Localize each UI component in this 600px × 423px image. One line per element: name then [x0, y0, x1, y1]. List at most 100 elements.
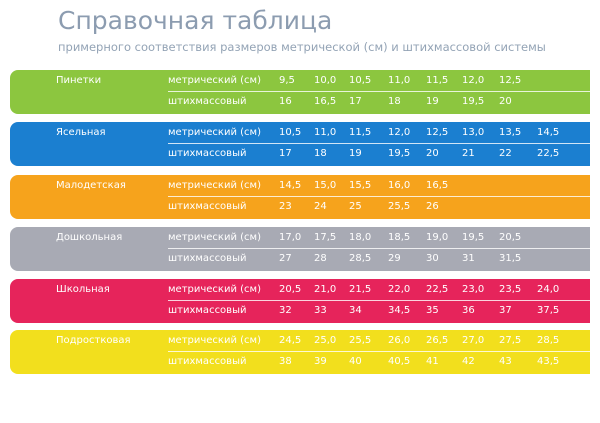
- size-value: 18: [388, 96, 401, 107]
- row-label: штихмассовый: [168, 148, 247, 159]
- size-value: 26,5: [426, 335, 449, 346]
- size-value: 33: [314, 305, 327, 316]
- size-value: 23,0: [462, 284, 485, 295]
- size-value: 43: [499, 356, 512, 367]
- group-band: Дошкольная метрический (см) 17,0 17,5 18,0 18…: [10, 227, 590, 271]
- size-value: 10,5: [279, 127, 302, 138]
- size-value: 31: [462, 253, 475, 264]
- group-band: Малодетская метрический (см) 14,5 15,0 15,5 1…: [10, 175, 590, 219]
- size-value: 37,5: [537, 305, 560, 316]
- size-value: 17,5: [314, 232, 337, 243]
- size-value: 39: [314, 356, 327, 367]
- size-value: 31,5: [499, 253, 522, 264]
- size-value: 38: [279, 356, 292, 367]
- size-value: 36: [462, 305, 475, 316]
- row-separator: [168, 300, 590, 301]
- row-label: штихмассовый: [168, 96, 247, 107]
- subtitle: примерного соответствия размеров метриче…: [58, 40, 546, 54]
- size-value: 24,0: [537, 284, 560, 295]
- size-value: 9,5: [279, 75, 295, 86]
- size-value: 34: [349, 305, 362, 316]
- row-label: метрический (см): [168, 127, 261, 138]
- group-band: Подростковая метрический (см) 24,5 25,0 25,5…: [10, 330, 590, 374]
- row-separator: [168, 351, 590, 352]
- size-value: 19,5: [388, 148, 411, 159]
- row-label: метрический (см): [168, 284, 261, 295]
- size-value: 25,5: [388, 201, 411, 212]
- group-name: Дошкольная: [56, 232, 123, 243]
- size-value: 40,5: [388, 356, 411, 367]
- size-value: 27: [279, 253, 292, 264]
- size-value: 19,5: [462, 232, 485, 243]
- size-value: 11,5: [426, 75, 449, 86]
- group-band: Ясельная метрический (см) 10,5 11,0 11,5 12,0…: [10, 122, 590, 166]
- size-value: 41: [426, 356, 439, 367]
- group-name: Ясельная: [56, 127, 106, 138]
- row-separator: [168, 91, 590, 92]
- size-value: 15,5: [349, 180, 372, 191]
- size-value: 14,5: [279, 180, 302, 191]
- row-label: метрический (см): [168, 335, 261, 346]
- size-value: 21,5: [349, 284, 372, 295]
- size-value: 25,0: [314, 335, 337, 346]
- size-value: 17: [349, 96, 362, 107]
- size-value: 20: [426, 148, 439, 159]
- row-label: метрический (см): [168, 232, 261, 243]
- size-value: 40: [349, 356, 362, 367]
- size-value: 12,0: [462, 75, 485, 86]
- group-name: Школьная: [56, 284, 110, 295]
- size-value: 35: [426, 305, 439, 316]
- size-value: 21: [462, 148, 475, 159]
- size-value: 16,0: [388, 180, 411, 191]
- group-name: Подростковая: [56, 335, 131, 346]
- size-value: 18,5: [388, 232, 411, 243]
- size-value: 17,0: [279, 232, 302, 243]
- size-value: 13,0: [462, 127, 485, 138]
- size-value: 12,5: [499, 75, 522, 86]
- size-value: 15,0: [314, 180, 337, 191]
- row-label: метрический (см): [168, 180, 261, 191]
- size-value: 28,5: [537, 335, 560, 346]
- size-value: 22,0: [388, 284, 411, 295]
- row-label: штихмассовый: [168, 356, 247, 367]
- size-value: 27,0: [462, 335, 485, 346]
- size-value: 43,5: [537, 356, 560, 367]
- group-band: Школьная метрический (см) 20,5 21,0 21,5 22,0…: [10, 279, 590, 323]
- row-label: штихмассовый: [168, 305, 247, 316]
- size-value: 29: [388, 253, 401, 264]
- size-value: 32: [279, 305, 292, 316]
- size-value: 14,5: [537, 127, 560, 138]
- size-value: 19,0: [426, 232, 449, 243]
- size-value: 13,5: [499, 127, 522, 138]
- group-name: Пинетки: [56, 75, 102, 86]
- size-value: 11,5: [349, 127, 372, 138]
- size-value: 19: [349, 148, 362, 159]
- size-value: 19,5: [462, 96, 485, 107]
- row-label: штихмассовый: [168, 201, 247, 212]
- size-value: 18: [314, 148, 327, 159]
- size-value: 12,5: [426, 127, 449, 138]
- group-name: Малодетская: [56, 180, 126, 191]
- row-separator: [168, 248, 590, 249]
- size-value: 23,5: [499, 284, 522, 295]
- row-label: штихмассовый: [168, 253, 247, 264]
- size-value: 12,0: [388, 127, 411, 138]
- row-separator: [168, 196, 590, 197]
- size-value: 25,5: [349, 335, 372, 346]
- size-value: 30: [426, 253, 439, 264]
- size-value: 24,5: [279, 335, 302, 346]
- size-value: 20: [499, 96, 512, 107]
- size-value: 28: [314, 253, 327, 264]
- row-label: метрический (см): [168, 75, 261, 86]
- size-value: 25: [349, 201, 362, 212]
- group-band: Пинетки метрический (см) 9,5 10,0 10,5 11,0 11…: [10, 70, 590, 114]
- size-value: 26: [426, 201, 439, 212]
- size-value: 24: [314, 201, 327, 212]
- row-separator: [168, 143, 590, 144]
- size-value: 37: [499, 305, 512, 316]
- size-value: 19: [426, 96, 439, 107]
- size-value: 26,0: [388, 335, 411, 346]
- size-value: 28,5: [349, 253, 372, 264]
- size-value: 42: [462, 356, 475, 367]
